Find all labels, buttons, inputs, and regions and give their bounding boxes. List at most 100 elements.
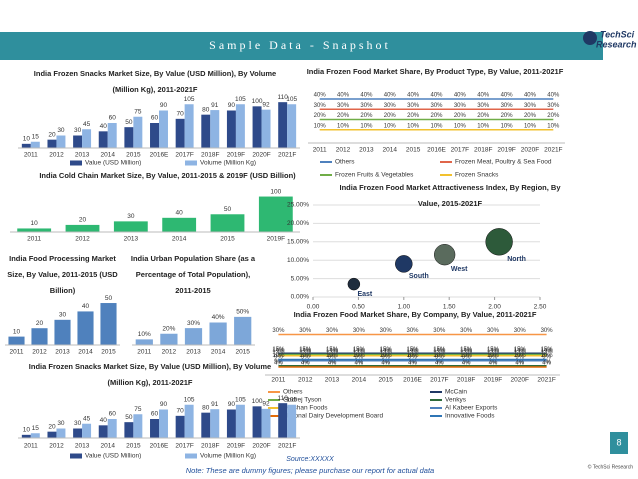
x-tick-label: 2013 — [359, 147, 374, 154]
bubble-label: West — [451, 266, 468, 273]
data-label: 20% — [360, 113, 373, 119]
data-label: 100 — [270, 188, 281, 195]
data-label: 10% — [460, 353, 473, 359]
x-tick-label: 2017F — [430, 377, 448, 384]
x-tick-label: 2019F — [267, 236, 285, 243]
data-label: 92 — [262, 101, 270, 108]
bar — [210, 110, 220, 148]
data-label: 100 — [252, 398, 263, 405]
data-label: 20 — [79, 217, 87, 224]
data-label: 14% — [406, 348, 419, 354]
x-tick-label: 1.00 — [397, 304, 410, 311]
x-tick-label: 1.50 — [443, 304, 456, 311]
bar — [261, 109, 271, 148]
data-label: 9% — [435, 354, 444, 360]
legend-label: Godrej Tyson — [283, 397, 322, 404]
data-label: 40% — [524, 93, 537, 99]
x-tick-label: 2011 — [271, 377, 285, 384]
x-tick-label: 2015 — [406, 147, 421, 154]
data-label: 50% — [236, 309, 249, 316]
data-label: 9% — [515, 354, 524, 360]
data-label: 90 — [160, 401, 168, 408]
data-label: 4% — [381, 361, 390, 367]
chart-title: India Frozen Snacks Market Size, By Valu… — [28, 362, 272, 387]
chart-title: India Food Processing Market Size, By Va… — [7, 254, 118, 295]
data-label: 40% — [407, 93, 420, 99]
data-label: 30% — [514, 328, 527, 334]
data-label: 5% — [542, 359, 551, 365]
bar — [65, 224, 100, 232]
data-label: 30 — [127, 213, 135, 220]
x-tick-label: 2012 — [49, 443, 64, 450]
data-label: 50 — [125, 119, 133, 126]
data-label: 30 — [57, 127, 65, 134]
data-label: 100 — [252, 98, 263, 105]
bar — [54, 319, 71, 345]
legend-label: Value (USD Million) — [85, 453, 141, 460]
x-tick-label: 2014 — [172, 236, 187, 243]
bar — [135, 339, 153, 345]
data-label: 70 — [177, 111, 185, 118]
data-label: 10% — [337, 123, 350, 129]
bar — [210, 409, 220, 438]
x-tick-label: 2016E — [150, 443, 169, 450]
x-tick-label: 2014 — [100, 443, 115, 450]
data-label: 10% — [380, 353, 393, 359]
data-label: 40% — [337, 93, 350, 99]
data-label: 10% — [430, 123, 443, 129]
data-label: 5% — [462, 359, 471, 365]
x-tick-label: 2019F — [227, 152, 245, 159]
bar — [133, 116, 143, 148]
data-label: 10% — [360, 123, 373, 129]
x-tick-label: 2018F — [201, 152, 219, 159]
bar — [82, 129, 92, 148]
data-label: 15% — [487, 347, 500, 353]
data-label: 10 — [31, 220, 39, 227]
data-label: 10% — [406, 353, 419, 359]
data-label: 105 — [286, 96, 297, 103]
data-label: 92 — [262, 401, 270, 408]
data-label: 110 — [278, 94, 289, 101]
data-label: 110 — [278, 395, 289, 402]
data-label: 9% — [274, 354, 283, 360]
header-bar — [0, 32, 603, 60]
data-label: 4% — [355, 361, 364, 367]
data-label: 15% — [299, 347, 312, 353]
bar — [160, 333, 178, 345]
data-label: 13% — [299, 349, 312, 355]
data-label: 30% — [430, 103, 443, 109]
chart-title: India Urban Population Share (as a Perce… — [130, 254, 256, 295]
data-label: 4% — [515, 361, 524, 367]
data-label: 4% — [462, 361, 471, 367]
legend-label: Frozen Fruits & Vegetables — [335, 172, 414, 179]
data-label: 15% — [353, 347, 366, 353]
x-tick-label: 2011 — [24, 152, 38, 159]
bubble — [395, 255, 413, 273]
bar — [210, 214, 245, 232]
data-label: 9% — [408, 354, 417, 360]
logo-icon — [583, 31, 597, 45]
x-tick-label: 2014 — [211, 349, 226, 356]
data-label: 4% — [274, 361, 283, 367]
data-label: 30% — [314, 103, 327, 109]
legend-label: Innovative Foods — [445, 413, 495, 420]
data-label: 9% — [301, 354, 310, 360]
data-label: 15% — [380, 347, 393, 353]
x-tick-label: 0.00 — [307, 304, 320, 311]
data-label: 15% — [326, 347, 339, 353]
x-tick-label: 2013 — [186, 349, 201, 356]
data-label: 15 — [32, 425, 40, 432]
x-tick-label: 2019F — [227, 443, 245, 450]
y-tick-label: 15.00% — [287, 239, 309, 246]
x-tick-label: 2018F — [474, 147, 492, 154]
x-tick-label: 2012 — [49, 152, 64, 159]
page-number: 8 — [616, 437, 621, 447]
data-label: 20 — [36, 320, 44, 327]
bar — [73, 135, 83, 148]
x-tick-label: 2012 — [162, 349, 177, 356]
bubble-label: South — [409, 273, 429, 280]
data-label: 30% — [541, 328, 554, 334]
bar — [235, 104, 245, 148]
